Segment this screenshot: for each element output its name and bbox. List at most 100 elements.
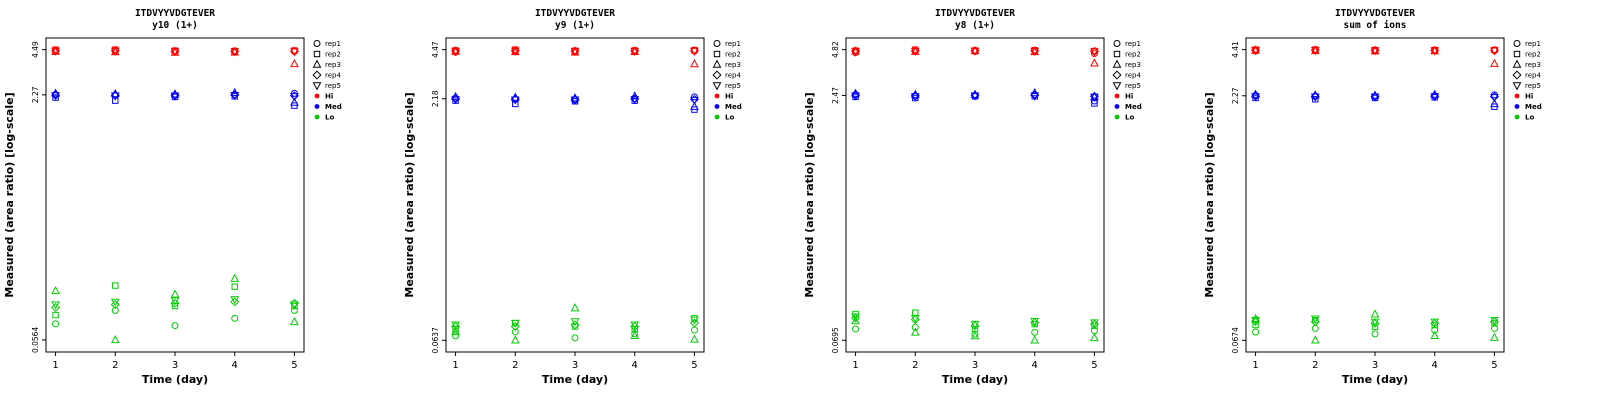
- legend-dot-med: [314, 104, 320, 109]
- legend-marker-rep4: [1112, 70, 1122, 80]
- data-point-lo-rep4: [630, 321, 640, 331]
- data-point-lo-rep5: [970, 320, 980, 330]
- data-point-lo-rep3: [970, 331, 980, 340]
- data-point-hi-rep5: [1370, 47, 1380, 56]
- data-point-lo-rep3: [690, 334, 699, 343]
- x-tick-label: 3: [972, 360, 978, 371]
- data-point-lo-rep4: [970, 321, 980, 331]
- data-point-lo-rep5: [1370, 318, 1380, 327]
- x-tick-label: 2: [1312, 360, 1318, 371]
- legend-marker-rep3: [1112, 59, 1122, 68]
- data-point-lo-rep5: [1310, 315, 1320, 324]
- y-axis-label: Measured (area ratio) [log-scale]: [3, 92, 16, 297]
- x-tick-label: 1: [852, 360, 858, 371]
- data-point-lo-rep3: [451, 326, 460, 336]
- data-point-lo-rep1: [511, 328, 519, 336]
- legend-marker-rep1: [313, 40, 321, 47]
- x-tick-label: 3: [572, 360, 578, 371]
- panel-y9: ITDVYYVDGTEVER y9 (1+) 1 2 3 4 5 Time (day) 4.47…: [400, 0, 800, 400]
- legend-dot-hi: [1514, 93, 1520, 99]
- data-point-lo-rep5: [290, 301, 299, 310]
- legend-dot-med: [1114, 104, 1120, 109]
- legend-dot-med: [1514, 104, 1520, 109]
- data-point-lo-rep5: [1490, 317, 1499, 326]
- legend-label-hi: Hi: [1125, 93, 1133, 101]
- legend-marker-rep4: [1512, 70, 1522, 80]
- legend-label-hi: Hi: [325, 93, 333, 101]
- data-point-lo-rep1: [1252, 328, 1260, 336]
- legend-label-rep3: rep3: [725, 61, 741, 69]
- data-point-lo-rep1: [690, 326, 698, 334]
- legend-label-rep5: rep5: [325, 82, 341, 90]
- x-tick-label: 3: [172, 360, 178, 371]
- legend-label-lo: Lo: [325, 114, 334, 122]
- data-point-hi-rep5: [1490, 47, 1499, 56]
- data-point-hi-rep5: [290, 48, 299, 57]
- legend-label-med: Med: [325, 103, 342, 111]
- data-point-hi-rep5: [630, 47, 640, 57]
- data-point-med-rep3: [970, 89, 980, 98]
- data-point-lo-rep5: [910, 314, 920, 324]
- data-point-lo-rep1: [571, 334, 579, 342]
- data-point-lo-rep1: [1031, 328, 1039, 336]
- data-point-lo-rep3: [630, 330, 640, 340]
- data-point-med-rep5: [1310, 93, 1320, 102]
- data-point-lo-rep2: [171, 302, 179, 310]
- data-point-lo-rep4: [51, 302, 61, 312]
- data-point-hi-rep5: [851, 48, 860, 57]
- data-point-lo-rep5: [851, 313, 860, 322]
- legend-label-hi: Hi: [725, 93, 733, 101]
- legend-marker-rep4: [712, 70, 722, 80]
- data-point-med-rep5: [910, 93, 920, 102]
- legend-marker-rep3: [312, 59, 322, 68]
- data-point-med-rep3: [1490, 98, 1499, 108]
- legend-marker-rep5: [312, 82, 322, 91]
- data-point-med-rep5: [51, 92, 60, 101]
- data-point-med-rep5: [170, 92, 180, 101]
- legend-label-rep3: rep3: [1525, 61, 1541, 69]
- data-point-lo-rep4: [1489, 317, 1499, 327]
- data-point-lo-rep4: [170, 298, 180, 308]
- y-tick-label: 2.27: [1231, 87, 1240, 104]
- data-point-hi-rep5: [910, 47, 920, 57]
- x-tick-label: 5: [691, 360, 697, 371]
- legend-marker-rep5: [712, 82, 722, 91]
- data-point-lo-rep5: [1090, 319, 1099, 328]
- legend-marker-rep1: [1113, 40, 1121, 47]
- legend-label-rep1: rep1: [1125, 40, 1141, 48]
- data-point-med-rep5: [230, 91, 240, 101]
- y-tick-label: 0.0674: [1231, 327, 1240, 353]
- legend-label-rep1: rep1: [1525, 40, 1541, 48]
- data-point-lo-rep5: [1430, 318, 1440, 327]
- data-point-lo-rep3: [1370, 309, 1380, 318]
- data-point-hi-rep5: [230, 48, 240, 57]
- data-point-hi-rep5: [1090, 48, 1099, 57]
- data-point-lo-rep3: [230, 273, 240, 282]
- panel-title: ITDVYYVDGTEVER: [135, 8, 215, 19]
- data-point-lo-rep4: [1370, 318, 1380, 328]
- data-point-lo-rep3: [1430, 330, 1440, 339]
- legend-label-med: Med: [1125, 103, 1142, 111]
- panel-subtitle: y8 (1+): [955, 20, 995, 31]
- panel-subtitle: y10 (1+): [152, 20, 198, 31]
- data-point-lo-rep3: [51, 285, 60, 295]
- data-point-lo-rep2: [231, 283, 238, 290]
- data-point-lo-rep4: [1430, 318, 1440, 328]
- panel-y10: ITDVYYVDGTEVER y10 (1+) 1 2 3 4 5 Time (day) 4.4…: [0, 0, 400, 400]
- data-point-med-rep5: [1490, 94, 1499, 103]
- legend-label-rep2: rep2: [1525, 51, 1541, 59]
- data-point-med-rep5: [510, 96, 520, 105]
- y-tick-label: 4.47: [431, 41, 440, 58]
- data-point-lo-rep3: [510, 335, 520, 344]
- legend-dot-lo: [1514, 114, 1520, 120]
- data-point-hi-rep5: [51, 47, 60, 56]
- legend-label-rep5: rep5: [1525, 82, 1541, 90]
- data-point-med-rep2: [512, 100, 519, 108]
- data-point-hi-rep5: [510, 47, 520, 56]
- panel-title: ITDVYYVDGTEVER: [1335, 8, 1415, 19]
- legend-marker-rep5: [1112, 82, 1122, 91]
- data-point-lo-rep2: [52, 311, 59, 319]
- data-point-lo-rep1: [171, 322, 179, 330]
